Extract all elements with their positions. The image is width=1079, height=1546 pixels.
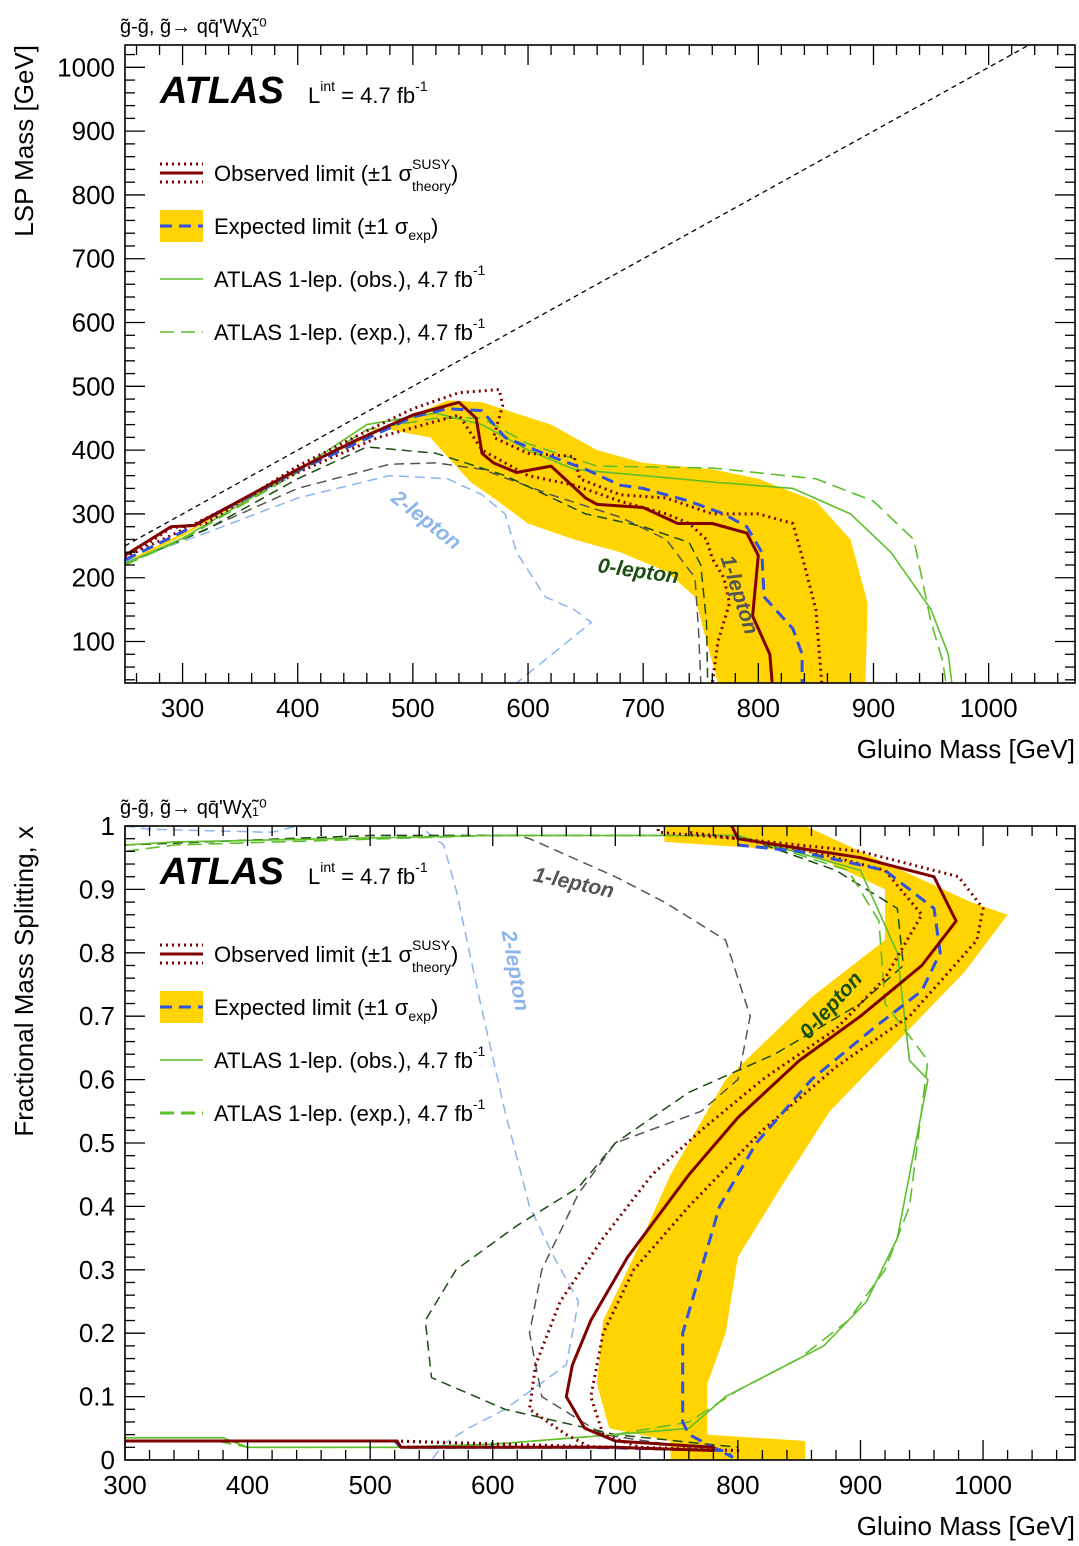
y-tick-label: 100 <box>72 627 115 657</box>
region-label: 2-lepton <box>496 927 533 1012</box>
x-tick-label: 300 <box>103 1470 146 1500</box>
legend-entry-atlas-exp: ATLAS 1-lep. (exp.), 4.7 fb-1 <box>160 1096 485 1126</box>
x-tick-label: 500 <box>348 1470 391 1500</box>
plot-frame <box>124 44 1076 684</box>
x-tick-label: 800 <box>716 1470 759 1500</box>
x-tick-label: 900 <box>852 693 895 723</box>
lumi-label: Lint = 4.7 fb-1 <box>308 859 428 889</box>
x-tick-label: 700 <box>594 1470 637 1500</box>
x-tick-label: 300 <box>161 693 204 723</box>
y-tick-label: 0.2 <box>79 1318 115 1348</box>
y-axis-title: LSP Mass [GeV] <box>9 45 39 237</box>
y-tick-label: 0.8 <box>79 938 115 968</box>
region-label: 1-lepton <box>531 863 616 902</box>
y-tick-label: 0.6 <box>79 1065 115 1095</box>
x-tick-label: 400 <box>226 1470 269 1500</box>
legend-label: Expected limit (±1 σexp) <box>214 214 438 243</box>
series-zero-lepton <box>125 834 905 1449</box>
legend-label: ATLAS 1-lep. (obs.), 4.7 fb-1 <box>214 1043 485 1073</box>
legend-label: Observed limit (±1 σSUSY theory) <box>214 156 458 194</box>
y-tick-label: 0.3 <box>79 1255 115 1285</box>
y-tick-label: 400 <box>72 435 115 465</box>
legend-label: ATLAS 1-lep. (obs.), 4.7 fb-1 <box>214 262 485 292</box>
x-tick-label: 700 <box>621 693 664 723</box>
process-label: g̃-g̃, g̃→ qq̄'Wχ̃₁⁰ <box>120 16 267 38</box>
x-tick-label: 500 <box>391 693 434 723</box>
legend-label: Observed limit (±1 σSUSY theory) <box>214 937 458 975</box>
series-two-lepton <box>125 826 580 1460</box>
y-axis-title: Fractional Mass Splitting, x <box>9 826 39 1137</box>
x-tick-label: 1000 <box>960 693 1018 723</box>
series-zero-lepton <box>125 446 709 683</box>
legend-entry-atlas-exp: ATLAS 1-lep. (exp.), 4.7 fb-1 <box>160 315 485 345</box>
kinematic-diagonal <box>125 45 1031 547</box>
process-label: g̃-g̃, g̃→ qq̄'Wχ̃₁⁰ <box>120 797 267 819</box>
legend-label: Expected limit (±1 σexp) <box>214 995 438 1024</box>
x-tick-label: 1000 <box>954 1470 1012 1500</box>
series-one-lepton <box>125 834 751 1449</box>
legend-entry-atlas-obs: ATLAS 1-lep. (obs.), 4.7 fb-1 <box>160 1043 485 1073</box>
y-tick-label: 0 <box>101 1445 115 1475</box>
legend-entry-expected: Expected limit (±1 σexp) <box>160 210 438 243</box>
series-observed-up <box>125 388 824 683</box>
y-tick-label: 500 <box>72 371 115 401</box>
region-label: 2-lepton <box>386 485 465 554</box>
x-tick-label: 400 <box>276 693 319 723</box>
y-tick-label: 800 <box>72 180 115 210</box>
x-axis-title: Gluino Mass [GeV] <box>857 1511 1075 1541</box>
x-tick-label: 800 <box>737 693 780 723</box>
series-observed <box>125 826 958 1452</box>
x-axis-title: Gluino Mass [GeV] <box>857 734 1075 764</box>
lumi-label: Lint = 4.7 fb-1 <box>308 78 428 108</box>
plot-area <box>125 45 1031 683</box>
atlas-label: ATLAS <box>159 851 284 893</box>
y-tick-label: 0.4 <box>79 1191 115 1221</box>
y-tick-label: 0.1 <box>79 1382 115 1412</box>
legend-label: ATLAS 1-lep. (exp.), 4.7 fb-1 <box>214 1096 485 1126</box>
series-observed-up <box>125 830 985 1452</box>
series-expected <box>125 407 804 683</box>
expected-band <box>125 400 868 683</box>
y-tick-label: 0.5 <box>79 1128 115 1158</box>
y-tick-label: 0.7 <box>79 1001 115 1031</box>
expected-band <box>596 826 1008 1460</box>
y-tick-label: 600 <box>72 308 115 338</box>
legend-entry-observed: Observed limit (±1 σSUSY theory) <box>160 156 458 194</box>
y-tick-label: 1 <box>101 811 115 841</box>
legend-entry-expected: Expected limit (±1 σexp) <box>160 991 438 1024</box>
series-two-lepton <box>125 474 593 683</box>
series-observed <box>125 400 774 683</box>
x-tick-label: 900 <box>839 1470 882 1500</box>
y-tick-label: 900 <box>72 116 115 146</box>
series-atlas-obs <box>125 412 953 683</box>
y-tick-label: 0.9 <box>79 874 115 904</box>
y-tick-label: 1000 <box>57 52 115 82</box>
y-tick-label: 700 <box>72 244 115 274</box>
y-tick-label: 300 <box>72 499 115 529</box>
legend-entry-observed: Observed limit (±1 σSUSY theory) <box>160 937 458 975</box>
atlas-label: ATLAS <box>159 70 284 112</box>
y-tick-label: 200 <box>72 563 115 593</box>
legend-label: ATLAS 1-lep. (exp.), 4.7 fb-1 <box>214 315 485 345</box>
legend-entry-atlas-obs: ATLAS 1-lep. (obs.), 4.7 fb-1 <box>160 262 485 292</box>
series-expected <box>125 843 942 1459</box>
x-tick-label: 600 <box>506 693 549 723</box>
plot-area <box>125 826 1008 1460</box>
x-tick-label: 600 <box>471 1470 514 1500</box>
series-one-lepton <box>125 462 702 683</box>
